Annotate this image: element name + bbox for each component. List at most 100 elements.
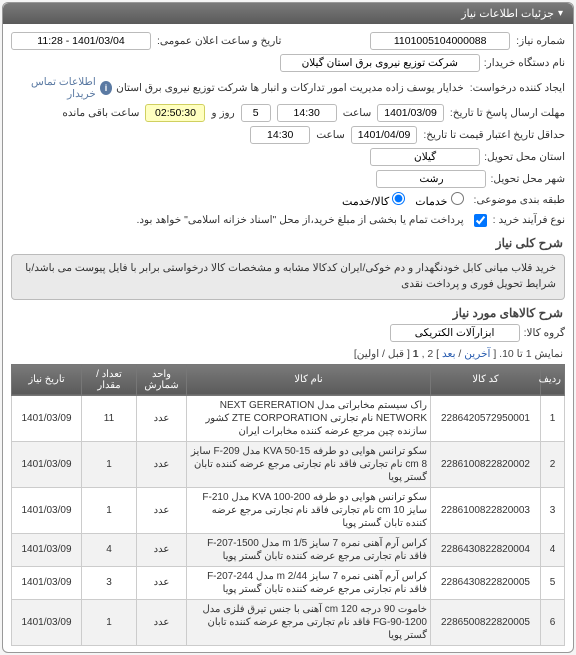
cell-unit: عدد [137,599,187,645]
radio-goods[interactable] [392,192,405,205]
row-city: شهر محل تحویل: رشت [11,168,565,190]
cell-idx: 4 [541,533,565,566]
row-budget: طبقه بندی موضوعی: خدمات کالا/خدمت [11,190,565,210]
cell-code: 2286430822820004 [431,533,541,566]
pager-current: 1 [413,348,419,360]
process-checkbox[interactable] [474,214,487,227]
budget-radio-service[interactable]: خدمات [415,192,463,208]
th-idx: ردیف [541,364,565,395]
pager-next[interactable]: بعد [442,348,456,360]
cell-code: 2286500822820005 [431,599,541,645]
process-label: نوع فرآیند خرید : [493,214,565,226]
row-province: استان محل تحویل: گیلان [11,146,565,168]
budget-label: طبقه بندی موضوعی: [474,194,565,206]
row-kala-group: گروه کالا: ابزارآلات الکتریکی [11,322,565,344]
cell-qty: 1 [82,441,137,487]
kala-table: ردیف کد کالا نام کالا واحد شمارش تعداد /… [11,364,565,646]
ann-date-label: تاریخ و ساعت اعلان عمومی: [157,35,281,47]
desc-title: شرح کلی نیاز [13,236,563,250]
cell-name: راک سیستم مخابراتی مدل NEXT GERERATION N… [187,395,431,441]
table-row[interactable]: 42286430822820004کراس آرم آهنی نمره 7 سا… [12,533,565,566]
cell-code: 2286100822820003 [431,487,541,533]
th-code: کد کالا [431,364,541,395]
contact-link[interactable]: i اطلاعات تماس خریدار [11,76,112,100]
buyer-label: نام دستگاه خریدار: [484,57,565,69]
panel-title: جزئیات اطلاعات نیاز [461,7,554,20]
table-row[interactable]: 22286100822820002سکو ترانس هوایی دو طرفه… [12,441,565,487]
row-requester: ایجاد کننده درخواست: خدایار یوسف زاده مد… [11,74,565,102]
row-niaz-ann: شماره نیاز: 1101005104000088 تاریخ و ساع… [11,30,565,52]
contact-link-text: اطلاعات تماس خریدار [11,76,96,100]
deadline-date: 1401/03/09 [377,104,444,122]
cell-code: 2286100822820002 [431,441,541,487]
table-body: 12286420572950001راک سیستم مخابراتی مدل … [12,395,565,645]
cell-date: 1401/03/09 [12,599,82,645]
radio-service[interactable] [451,192,464,205]
budget-radio-goods[interactable]: کالا/خدمت [342,192,405,208]
table-row[interactable]: 32286100822820003سکو ترانس هوایی دو طرفه… [12,487,565,533]
th-name: نام کالا [187,364,431,395]
table-header-row: ردیف کد کالا نام کالا واحد شمارش تعداد /… [12,364,565,395]
cell-idx: 2 [541,441,565,487]
th-date: تاریخ نیاز [12,364,82,395]
th-unit: واحد شمارش [137,364,187,395]
cell-date: 1401/03/09 [12,566,82,599]
remaining-days-lbl: روز و [211,107,234,119]
cell-date: 1401/03/09 [12,395,82,441]
credit-date: 1401/04/09 [351,126,418,144]
countdown: 02:50:30 [145,104,205,122]
row-process: نوع فرآیند خرید : پرداخت تمام یا بخشی از… [11,210,565,230]
table-row[interactable]: 12286420572950001راک سیستم مخابراتی مدل … [12,395,565,441]
niaz-no-label: شماره نیاز: [516,35,565,47]
cell-name: کراس آرم آهنی نمره 7 سایز m 1/5 مدل F-20… [187,533,431,566]
requester-value: خدایار یوسف زاده مدیریت امور تدارکات و ا… [116,82,464,94]
credit-time-lbl: ساعت [316,129,345,141]
cell-unit: عدد [137,441,187,487]
pager: نمایش 1 تا 10. [ آخرین / بعد ] 2 , 1 [ ق… [11,344,565,364]
cell-idx: 3 [541,487,565,533]
city-label: شهر محل تحویل: [490,173,565,185]
row-credit: حداقل تاریخ اعتبار قیمت تا تاریخ: 1401/0… [11,124,565,146]
cell-unit: عدد [137,487,187,533]
cell-name: سکو ترانس هوایی دو طرفه KVA 50-15 مدل F-… [187,441,431,487]
deadline-time: 14:30 [277,104,337,122]
cell-qty: 3 [82,566,137,599]
cell-date: 1401/03/09 [12,533,82,566]
cell-unit: عدد [137,395,187,441]
collapse-icon: ▾ [558,8,563,19]
row-deadline: مهلت ارسال پاسخ تا تاریخ: 1401/03/09 ساع… [11,102,565,124]
desc-box: خرید قلاب میانی کابل خودنگهدار و دم خوکی… [11,254,565,300]
kala-group-value: ابزارآلات الکتریکی [390,324,520,342]
row-buyer: نام دستگاه خریدار: شرکت توزیع نیروی برق … [11,52,565,74]
countdown-lbl: ساعت باقی مانده [62,107,139,119]
cell-idx: 6 [541,599,565,645]
cell-qty: 1 [82,487,137,533]
pager-last[interactable]: آخرین [464,348,490,360]
cell-qty: 4 [82,533,137,566]
cell-unit: عدد [137,533,187,566]
cell-date: 1401/03/09 [12,441,82,487]
province-label: استان محل تحویل: [484,151,565,163]
panel-header[interactable]: ▾ جزئیات اطلاعات نیاز [3,3,573,24]
cell-code: 2286430822820005 [431,566,541,599]
panel-body: شماره نیاز: 1101005104000088 تاریخ و ساع… [3,24,573,652]
cell-name: خاموت 90 درجه cm 120 آهنی با جنس تیرق فل… [187,599,431,645]
deadline-label: مهلت ارسال پاسخ تا تاریخ: [450,107,565,119]
niaz-no-value: 1101005104000088 [370,32,510,50]
table-row[interactable]: 62286500822820005خاموت 90 درجه cm 120 آه… [12,599,565,645]
cell-idx: 5 [541,566,565,599]
kala-title: شرح کالاهای مورد نیاز [13,306,563,320]
remaining-days: 5 [241,104,271,122]
process-note: پرداخت تمام یا بخشی از مبلغ خرید،از محل … [132,212,467,228]
cell-name: کراس آرم آهنی نمره 7 سایز m 2/44 مدل F-2… [187,566,431,599]
cell-unit: عدد [137,566,187,599]
deadline-time-lbl: ساعت [343,107,372,119]
table-row[interactable]: 52286430822820005کراس آرم آهنی نمره 7 سا… [12,566,565,599]
main-panel: ▾ جزئیات اطلاعات نیاز شماره نیاز: 110100… [2,2,574,653]
kala-group-label: گروه کالا: [524,327,565,339]
ann-date-value: 1401/03/04 - 11:28 [11,32,151,50]
cell-qty: 11 [82,395,137,441]
requester-label: ایجاد کننده درخواست: [470,82,565,94]
province-value: گیلان [370,148,480,166]
credit-label: حداقل تاریخ اعتبار قیمت تا تاریخ: [423,129,565,141]
